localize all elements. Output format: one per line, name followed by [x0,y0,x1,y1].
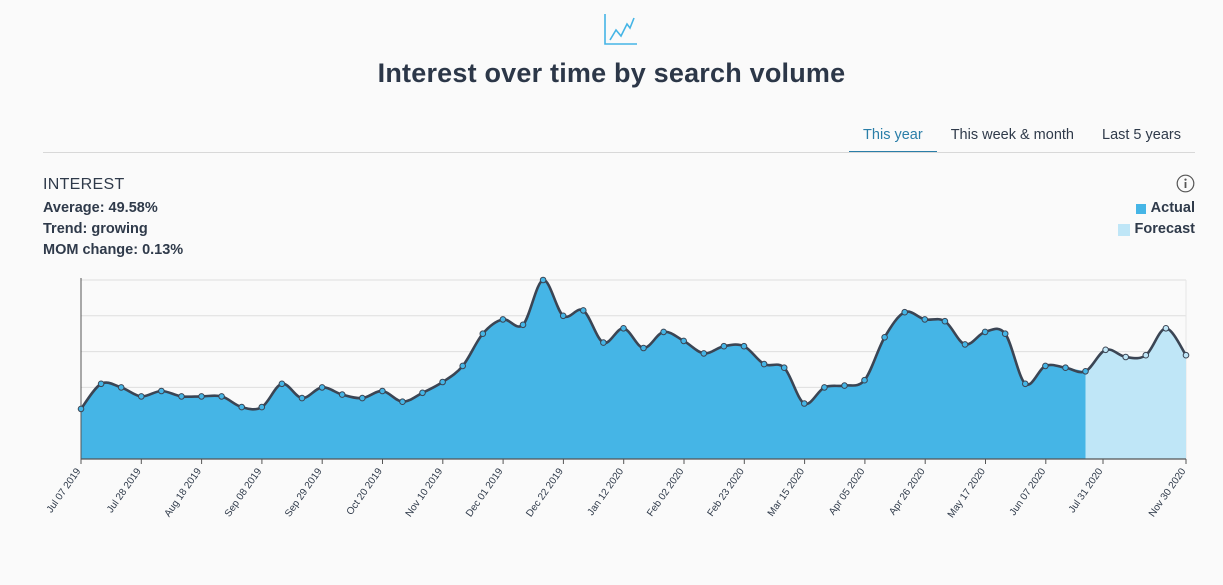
actual-point [740,342,748,350]
actual-point [801,400,808,407]
actual-point [1001,330,1009,338]
x-tick-label: Apr 05 2020 [827,466,868,517]
actual-area [81,279,1086,459]
actual-point [318,384,326,391]
legend-actual-label: Actual [1150,200,1195,216]
actual-point [1022,380,1029,388]
stats-mom-change: MOM change: 0.13% [43,242,184,258]
actual-point [700,350,708,357]
legend-forecast[interactable]: Forecast [1117,219,1195,240]
x-tick-label: Nov 30 2020 [1147,466,1189,519]
legend-forecast-swatch [1117,223,1130,236]
legend-actual[interactable]: Actual [1118,198,1195,219]
actual-point [218,393,225,400]
actual-point [580,307,587,314]
x-tick-label: Dec 22 2019 [524,466,566,519]
actual-point [278,380,286,388]
actual-point [600,339,607,346]
actual-point [901,308,909,316]
legend-actual-swatch [1135,203,1146,214]
actual-point [298,394,306,402]
x-tick-label: Aug 18 2019 [163,466,205,519]
actual-point [780,364,788,372]
stats-trend: Trend: growing [43,221,148,237]
actual-point [720,342,728,350]
data-points [77,276,1190,413]
actual-point [821,384,828,391]
actual-point [499,316,507,323]
actual-point [439,378,446,386]
page-title: Interest over time by search volume [377,58,846,88]
actual-point [620,325,627,332]
actual-point [399,398,406,406]
actual-point [117,384,125,391]
x-tick-label: Sep 08 2019 [223,466,265,519]
actual-point [479,330,487,338]
actual-point [981,328,989,336]
x-tick-label: Sep 29 2019 [283,466,325,519]
actual-point [97,380,105,388]
x-tick-label: Nov 10 2019 [404,466,446,519]
actual-point [961,341,969,348]
forecast-point [1102,346,1109,354]
x-tick-label: Mar 15 2020 [766,466,807,519]
actual-point [178,393,185,400]
actual-point [881,334,888,341]
x-tick-label: Feb 23 2020 [706,466,747,519]
tab-last-5-years[interactable]: Last 5 years [1102,127,1181,143]
actual-point [158,387,165,395]
actual-point [338,391,346,398]
forecast-area [1085,328,1186,459]
actual-point [660,328,667,336]
actual-point [640,344,647,352]
actual-point [941,317,949,325]
tabs-divider [43,152,1195,153]
x-tick-label: Jul 28 2019 [105,466,144,515]
chart-legend: Actual Forecast [1117,198,1195,240]
forecast-point [1122,353,1129,361]
forecast-point [1162,325,1170,332]
x-tick-label: Jul 31 2020 [1067,466,1106,515]
actual-point [760,360,768,368]
actual-point [680,337,688,345]
actual-point [419,389,426,397]
x-tick-label: May 17 2020 [946,466,988,520]
actual-point [519,321,527,329]
actual-point [1062,364,1069,372]
info-icon[interactable] [1176,174,1195,193]
stats-heading: INTEREST [43,176,125,193]
x-tick-label: Oct 20 2019 [345,466,386,517]
actual-point [841,382,848,389]
actual-point [921,316,929,323]
actual-point [77,405,85,413]
actual-point [1082,368,1089,375]
legend-forecast-label: Forecast [1134,221,1195,237]
x-tick-label: Feb 02 2020 [645,466,686,519]
x-tick-label: Jun 07 2020 [1008,466,1049,518]
actual-point [539,276,547,284]
actual-point [459,362,467,370]
actual-point [1042,362,1049,370]
actual-point [138,393,145,400]
trend-chart-icon [604,14,637,45]
forecast-point [1142,351,1150,359]
actual-point [359,394,366,402]
x-tick-label: Apr 26 2020 [887,466,928,517]
forecast-point [1182,351,1190,359]
stats-average: Average: 49.58% [43,200,158,216]
actual-point [559,312,567,320]
actual-point [198,393,205,400]
x-tick-label: Jan 12 2020 [586,466,627,518]
x-tick-label: Dec 01 2019 [464,466,506,519]
x-tick-labels: Jul 07 2019 Jul 28 2019 Aug 18 2019 Sep 08 … [45,459,1189,520]
actual-point [379,387,386,395]
interest-stats: INTEREST Average: 49.58% Trend: growing … [43,176,183,261]
actual-point [258,403,266,411]
tab-this-week-month[interactable]: This week & month [950,127,1074,143]
x-tick-label: Jul 07 2019 [45,466,84,515]
actual-point [238,403,245,411]
actual-point [861,376,868,384]
